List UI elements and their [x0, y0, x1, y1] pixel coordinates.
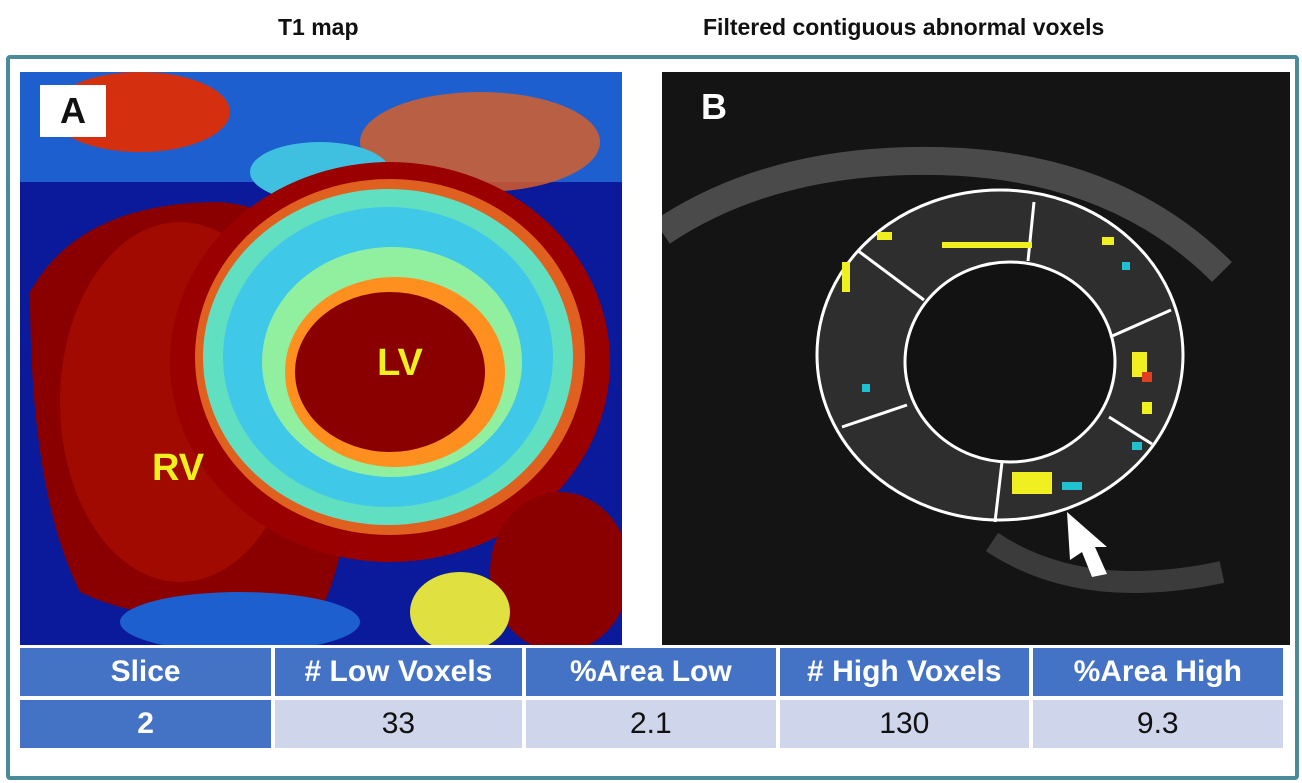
panel-title: T1 map [278, 14, 359, 41]
page: T1 map Filtered contiguous abnormal voxe… [0, 0, 1302, 783]
annotation: LV [377, 342, 423, 384]
header-cell: # Low Voxels [275, 648, 521, 696]
table-cell: 2 [20, 700, 271, 748]
header-cell: %Area Low [526, 648, 776, 696]
table-cell: 9.3 [1033, 700, 1283, 748]
header-cell: %Area High [1033, 648, 1283, 696]
table-cell: 130 [780, 700, 1028, 748]
panel-label: A [60, 90, 86, 131]
header-cell: Slice [20, 648, 271, 696]
panel-title: Filtered contiguous abnormal voxels [703, 14, 1104, 41]
annotation: RV [152, 447, 205, 489]
voxel-map-image: B [662, 72, 1290, 645]
t1-map-image: A LV RV [20, 72, 622, 645]
header-row: Slice# Low Voxels%Area Low# High Voxels%… [20, 648, 1283, 696]
table-cell: 33 [275, 700, 521, 748]
header-cell: # High Voxels [780, 648, 1028, 696]
panel-label: B [701, 86, 727, 127]
results-table: Slice# Low Voxels%Area Low# High Voxels%… [16, 644, 1287, 752]
table-cell: 2.1 [526, 700, 776, 748]
